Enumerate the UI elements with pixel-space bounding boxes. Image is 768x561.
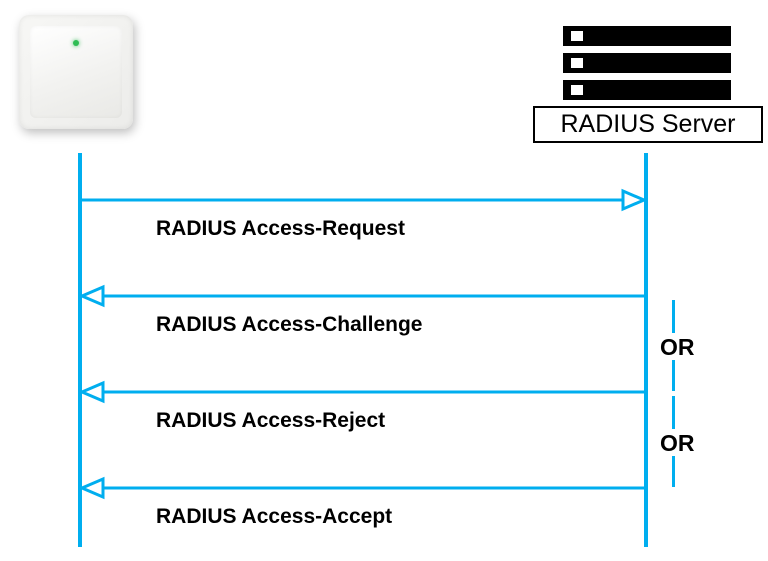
diagram-stage: RADIUS Server RADIUS Access-Request RADI… xyxy=(0,0,768,561)
radius-server-label-text: RADIUS Server xyxy=(560,110,735,139)
lifeline-server xyxy=(644,153,648,547)
arrow-access-accept xyxy=(82,478,644,498)
arrow-access-request xyxy=(82,190,644,210)
msg-access-challenge: RADIUS Access-Challenge xyxy=(156,313,422,337)
or-connector xyxy=(672,300,675,333)
server-rack-led xyxy=(571,58,583,68)
server-rack-led xyxy=(571,85,583,95)
or-connector xyxy=(672,396,675,429)
server-rack-led xyxy=(571,31,583,41)
access-point-led xyxy=(73,40,79,46)
server-rack-bar xyxy=(563,53,731,73)
or-connector xyxy=(672,360,675,391)
or-label: OR xyxy=(660,430,695,457)
arrow-access-reject xyxy=(82,382,644,402)
msg-access-reject: RADIUS Access-Reject xyxy=(156,409,385,433)
or-label: OR xyxy=(660,334,695,361)
server-rack-bar xyxy=(563,26,731,46)
server-rack-bar xyxy=(563,80,731,100)
msg-access-request: RADIUS Access-Request xyxy=(156,217,405,241)
msg-access-accept: RADIUS Access-Accept xyxy=(156,505,392,529)
or-connector xyxy=(672,456,675,487)
radius-server-label: RADIUS Server xyxy=(533,106,763,143)
arrow-access-challenge xyxy=(82,286,644,306)
